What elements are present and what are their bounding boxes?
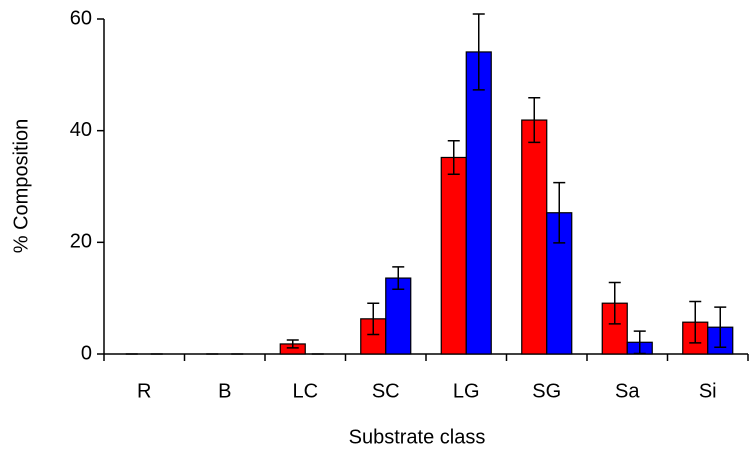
y-axis-title: % Composition — [10, 119, 32, 254]
error-bar — [528, 96, 541, 144]
x-tick-label: SC — [372, 380, 400, 402]
bar — [385, 277, 412, 355]
bar — [521, 119, 548, 355]
x-tick-label: Si — [699, 380, 717, 402]
error-bar — [553, 181, 566, 244]
error-bar — [633, 330, 646, 355]
x-axis-title: Substrate class — [349, 426, 486, 448]
error-bar — [689, 300, 702, 344]
error-bar — [367, 302, 380, 336]
error-bar — [447, 139, 460, 175]
x-tick-label: LG — [453, 380, 480, 402]
error-bar — [608, 281, 621, 325]
x-tick-label: Sa — [615, 380, 640, 402]
x-tick-label: LC — [292, 380, 318, 402]
bar — [440, 156, 467, 355]
x-tick-label: R — [137, 380, 151, 402]
error-bar — [472, 13, 485, 91]
bar — [465, 51, 492, 355]
y-tick-label: 40 — [70, 119, 92, 141]
error-bar — [714, 306, 727, 349]
x-tick-label: SG — [532, 380, 561, 402]
error-bar — [286, 339, 299, 349]
y-tick-label: 60 — [70, 7, 92, 29]
y-tick-label: 20 — [70, 231, 92, 253]
x-tick-label: B — [218, 380, 231, 402]
y-tick-label: 0 — [81, 342, 92, 364]
error-bar — [392, 266, 405, 290]
